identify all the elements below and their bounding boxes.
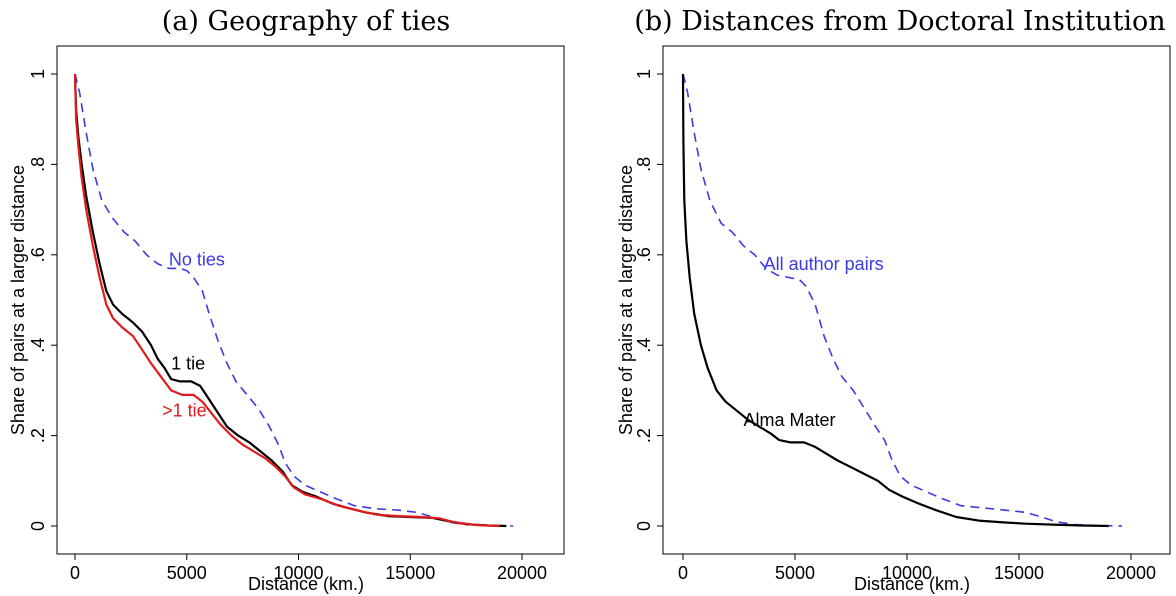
panel-b-series-label-alma-mater: Alma Mater (743, 410, 835, 430)
panel-b-y-axis-label: Share of pairs at a larger distance (616, 165, 636, 435)
panel-a-x-tick-label-1: 5000 (167, 563, 207, 583)
panel-b-series-all-author-pairs (682, 73, 1123, 527)
panel-a-series-no-ties (74, 73, 514, 527)
panel-a-series-label-gt1-tie: >1 tie (162, 401, 207, 421)
panel-a-plot-frame (56, 45, 565, 555)
panel-b-x-tick-label-4: 20000 (1106, 563, 1156, 583)
panel-b-x-tick-label-2: 10000 (882, 563, 932, 583)
panel-a-series (73, 73, 514, 528)
panel-a: (a) Geography of ties 0 5000 10000 15000 200… (8, 6, 565, 594)
panel-b-series (681, 73, 1123, 528)
panel-a-x-tick-label-2: 10000 (273, 563, 323, 583)
panel-a-x-tick-label-0: 0 (70, 563, 80, 583)
panel-a-series-label-no-ties: No ties (169, 249, 225, 269)
panel-b-y-tick-label-5: 1 (634, 69, 654, 79)
panel-a-series-labels: No ties 1 tie >1 tie (162, 249, 225, 420)
panel-b-series-alma-mater (681, 73, 1109, 528)
panel-b-series-label-all-author-pairs: All author pairs (764, 254, 884, 274)
panel-a-y-tick-label-5: 1 (28, 69, 48, 79)
panel-a-x-axis-label: Distance (km.) (248, 574, 364, 594)
panel-a-y-tick-label-4: .8 (28, 157, 48, 172)
panel-b-y-tick-label-0: 0 (634, 521, 654, 531)
panel-b-x-tick-label-1: 5000 (775, 563, 815, 583)
panel-b-x-tick-label-3: 15000 (994, 563, 1044, 583)
panel-b-title: (b) Distances from Doctoral Institution (634, 6, 1165, 37)
panel-b: (b) Distances from Doctoral Institution … (616, 6, 1171, 594)
panel-b-ticks: 0 5000 10000 15000 20000 0 .2 .4 .6 .8 1 (634, 69, 1156, 583)
panel-a-x-tick-label-4: 20000 (497, 563, 547, 583)
panel-b-plot-frame (662, 45, 1171, 555)
panel-a-y-tick-label-1: .2 (28, 428, 48, 443)
panel-a-y-axis-label: Share of pairs at a larger distance (8, 165, 28, 435)
panel-a-y-tick-label-3: .6 (28, 247, 48, 262)
panel-a-series-gt1-tie (73, 73, 500, 528)
panel-b-x-axis-label: Distance (km.) (854, 574, 970, 594)
panel-a-series-1-tie (73, 73, 507, 528)
panel-a-y-tick-label-0: 0 (28, 521, 48, 531)
panel-a-ticks: 0 5000 10000 15000 20000 0 .2 .4 .6 .8 1 (28, 69, 547, 583)
panel-b-x-tick-label-0: 0 (678, 563, 688, 583)
panel-b-y-tick-label-4: .8 (634, 157, 654, 172)
panel-b-series-labels: All author pairs Alma Mater (743, 254, 883, 430)
panel-a-x-tick-label-3: 15000 (385, 563, 435, 583)
panel-a-series-label-1-tie: 1 tie (171, 353, 205, 373)
panel-a-title: (a) Geography of ties (162, 6, 451, 37)
panel-b-y-tick-label-1: .2 (634, 428, 654, 443)
panel-b-y-tick-label-3: .6 (634, 247, 654, 262)
panel-b-y-tick-label-2: .4 (634, 338, 654, 353)
panel-a-y-tick-label-2: .4 (28, 338, 48, 353)
